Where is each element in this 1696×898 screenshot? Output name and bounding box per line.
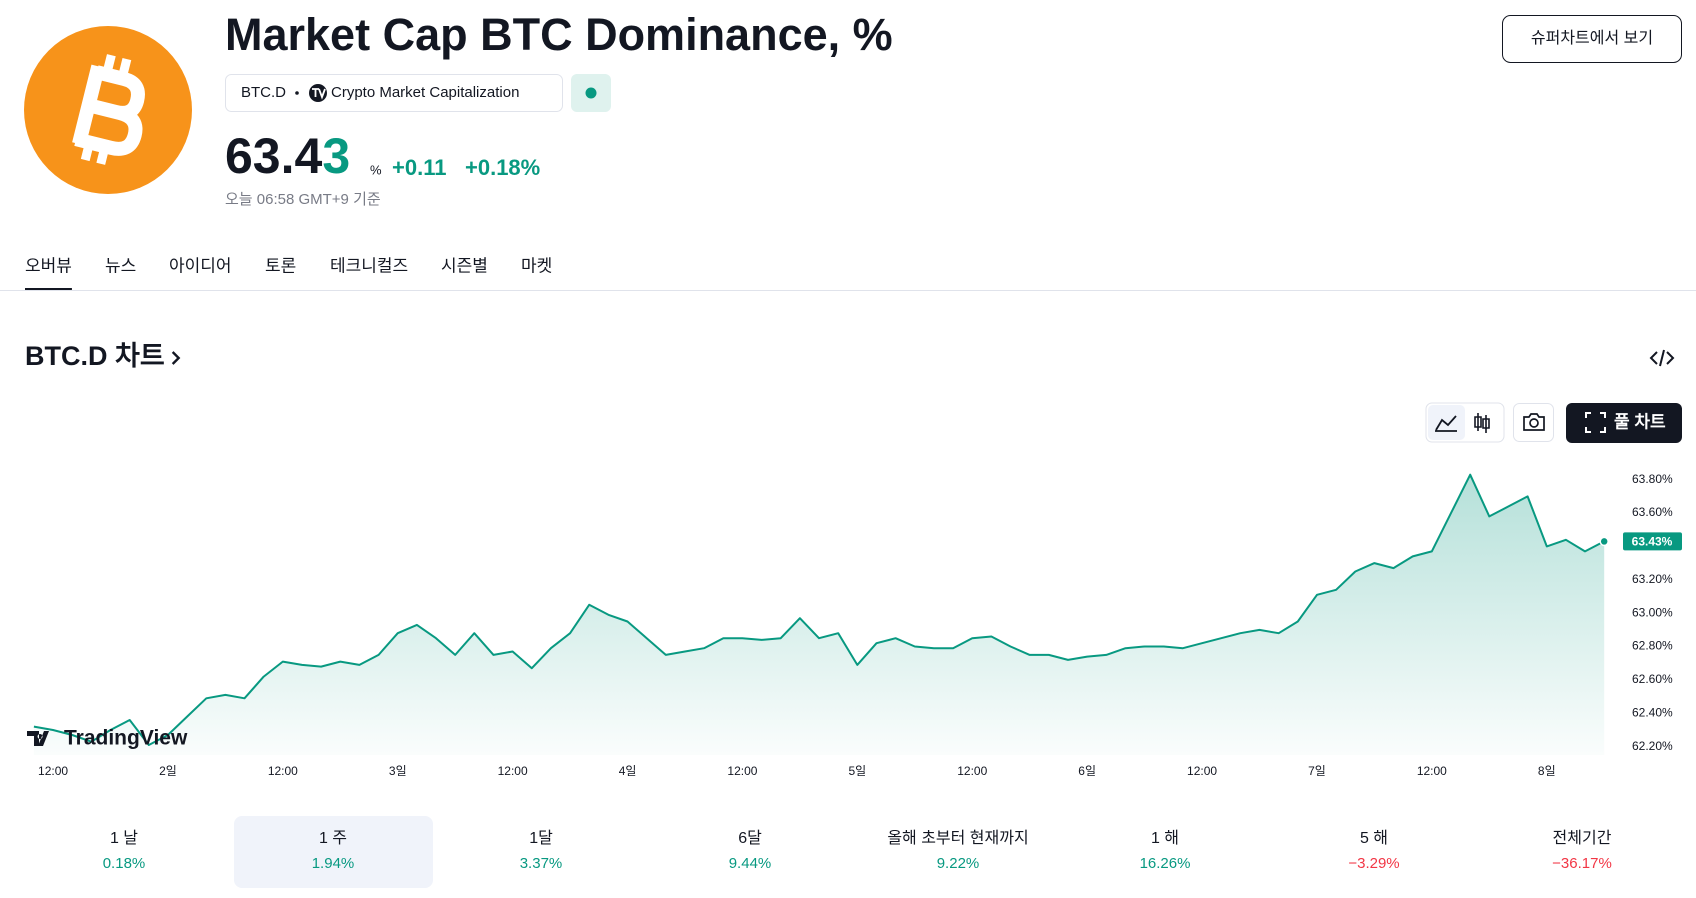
price: 63.43 xyxy=(225,128,350,184)
last-value-label: 63.43% xyxy=(1632,535,1673,549)
section-title[interactable]: BTC.D 차트 xyxy=(25,341,165,371)
period-selected xyxy=(234,816,433,888)
period-change: 0.18% xyxy=(103,855,146,872)
period-label[interactable]: 1 해 xyxy=(1151,829,1179,847)
price-change-percent: +0.18% xyxy=(465,155,540,180)
y-tick-label: 63.00% xyxy=(1632,605,1673,619)
x-tick-label: 12:00 xyxy=(957,764,987,778)
price-change: +0.11 xyxy=(392,155,446,180)
symbol: BTC.D xyxy=(241,84,286,101)
embed-icon[interactable] xyxy=(1649,349,1675,367)
camera-lens xyxy=(1529,418,1539,428)
fullscreen-icon xyxy=(1585,412,1606,433)
x-tick-label: 12:00 xyxy=(1187,764,1217,778)
y-tick-label: 63.80% xyxy=(1632,472,1673,486)
period-label[interactable]: 5 해 xyxy=(1360,829,1388,847)
x-tick-label: 12:00 xyxy=(1417,764,1447,778)
exchange-icon xyxy=(309,84,327,102)
x-tick-label: 12:00 xyxy=(268,764,298,778)
tab-bar: 오버뷰 뉴스 아이디어 토론 테크니컬즈 시즌별 마켓 xyxy=(25,256,552,291)
separator xyxy=(295,91,299,95)
x-tick-label: 5일 xyxy=(848,764,866,778)
tab[interactable]: 테크니컬즈 xyxy=(330,256,408,275)
tab[interactable]: 시즌별 xyxy=(441,256,488,275)
full-chart-label: 풀 차트 xyxy=(1614,412,1666,431)
period-label[interactable]: 1 주 xyxy=(319,830,347,847)
tab[interactable]: 마켓 xyxy=(521,256,552,275)
x-tick-label: 7일 xyxy=(1308,764,1326,778)
last-value-badge xyxy=(1623,532,1682,551)
page-title: Market Cap BTC Dominance, % xyxy=(225,9,893,60)
price-line xyxy=(33,473,1605,746)
y-tick-label: 63.60% xyxy=(1632,505,1673,519)
period-change: 9.22% xyxy=(937,855,980,872)
period-change: 3.37% xyxy=(520,855,563,872)
area-icon xyxy=(1435,415,1457,432)
supercharts-button[interactable] xyxy=(1502,15,1682,63)
y-tick-label: 62.80% xyxy=(1632,639,1673,653)
x-tick-label: 2일 xyxy=(159,764,177,778)
y-tick-label: 62.20% xyxy=(1632,739,1673,753)
period-change: −36.17% xyxy=(1552,855,1612,872)
price-chart: 62.20% 62.40% 62.60% 62.80% 63.00% 63.20% 63.4… xyxy=(33,472,1682,778)
period-change: 9.44% xyxy=(729,855,772,872)
section-chevron xyxy=(171,351,181,365)
symbol-badge[interactable] xyxy=(225,74,563,112)
watermark-text: TradingView xyxy=(64,727,188,750)
last-point xyxy=(1599,536,1609,547)
x-tick-label: 3일 xyxy=(389,764,407,778)
price-unit: % xyxy=(370,162,382,177)
tab[interactable]: 토론 xyxy=(265,256,296,275)
period-performance: 1 날 0.18% 1 주 1.94% 1달 3.37% 6달 9.44% 올해 초부터 현재까… xyxy=(103,816,1612,888)
snapshot-button[interactable] xyxy=(1513,403,1554,442)
x-tick-label: 12:00 xyxy=(38,764,68,778)
y-tick-label: 62.60% xyxy=(1632,672,1673,686)
full-chart-button[interactable] xyxy=(1566,403,1682,443)
x-tick-label: 4일 xyxy=(619,764,637,778)
exchange: Crypto Market Capitalization xyxy=(331,84,519,101)
status-dot xyxy=(585,87,597,99)
tab[interactable]: 오버뷰 xyxy=(25,256,72,275)
timestamp: 오늘 06:58 GMT+9 기준 xyxy=(225,191,381,208)
period-change: 16.26% xyxy=(1140,855,1191,872)
area-style-button[interactable] xyxy=(1428,405,1465,440)
period-change: 1.94% xyxy=(312,855,355,872)
tab[interactable]: 아이디어 xyxy=(169,256,232,275)
btc-logo xyxy=(24,26,192,194)
period-label[interactable]: 1달 xyxy=(529,829,553,847)
candle-icon[interactable] xyxy=(1474,413,1490,433)
period-label[interactable]: 6달 xyxy=(738,829,762,847)
x-tick-label: 12:00 xyxy=(727,764,757,778)
period-label[interactable]: 올해 초부터 현재까지 xyxy=(887,829,1028,847)
period-label[interactable]: 전체기간 xyxy=(1553,829,1612,847)
period-change: −3.29% xyxy=(1348,855,1399,872)
x-tick-label: 8일 xyxy=(1538,764,1556,778)
y-tick-label: 62.40% xyxy=(1632,705,1673,719)
y-tick-label: 63.20% xyxy=(1632,572,1673,586)
camera-icon xyxy=(1523,413,1545,431)
area-fill xyxy=(33,474,1605,755)
period-label[interactable]: 1 날 xyxy=(110,829,138,847)
tab-active-underline xyxy=(25,288,72,291)
x-tick-label: 12:00 xyxy=(498,764,528,778)
x-tick-label: 6일 xyxy=(1078,764,1096,778)
tradingview-watermark xyxy=(27,731,49,746)
tab[interactable]: 뉴스 xyxy=(105,256,136,275)
supercharts-button-label: 슈퍼차트에서 보기 xyxy=(1531,29,1653,47)
